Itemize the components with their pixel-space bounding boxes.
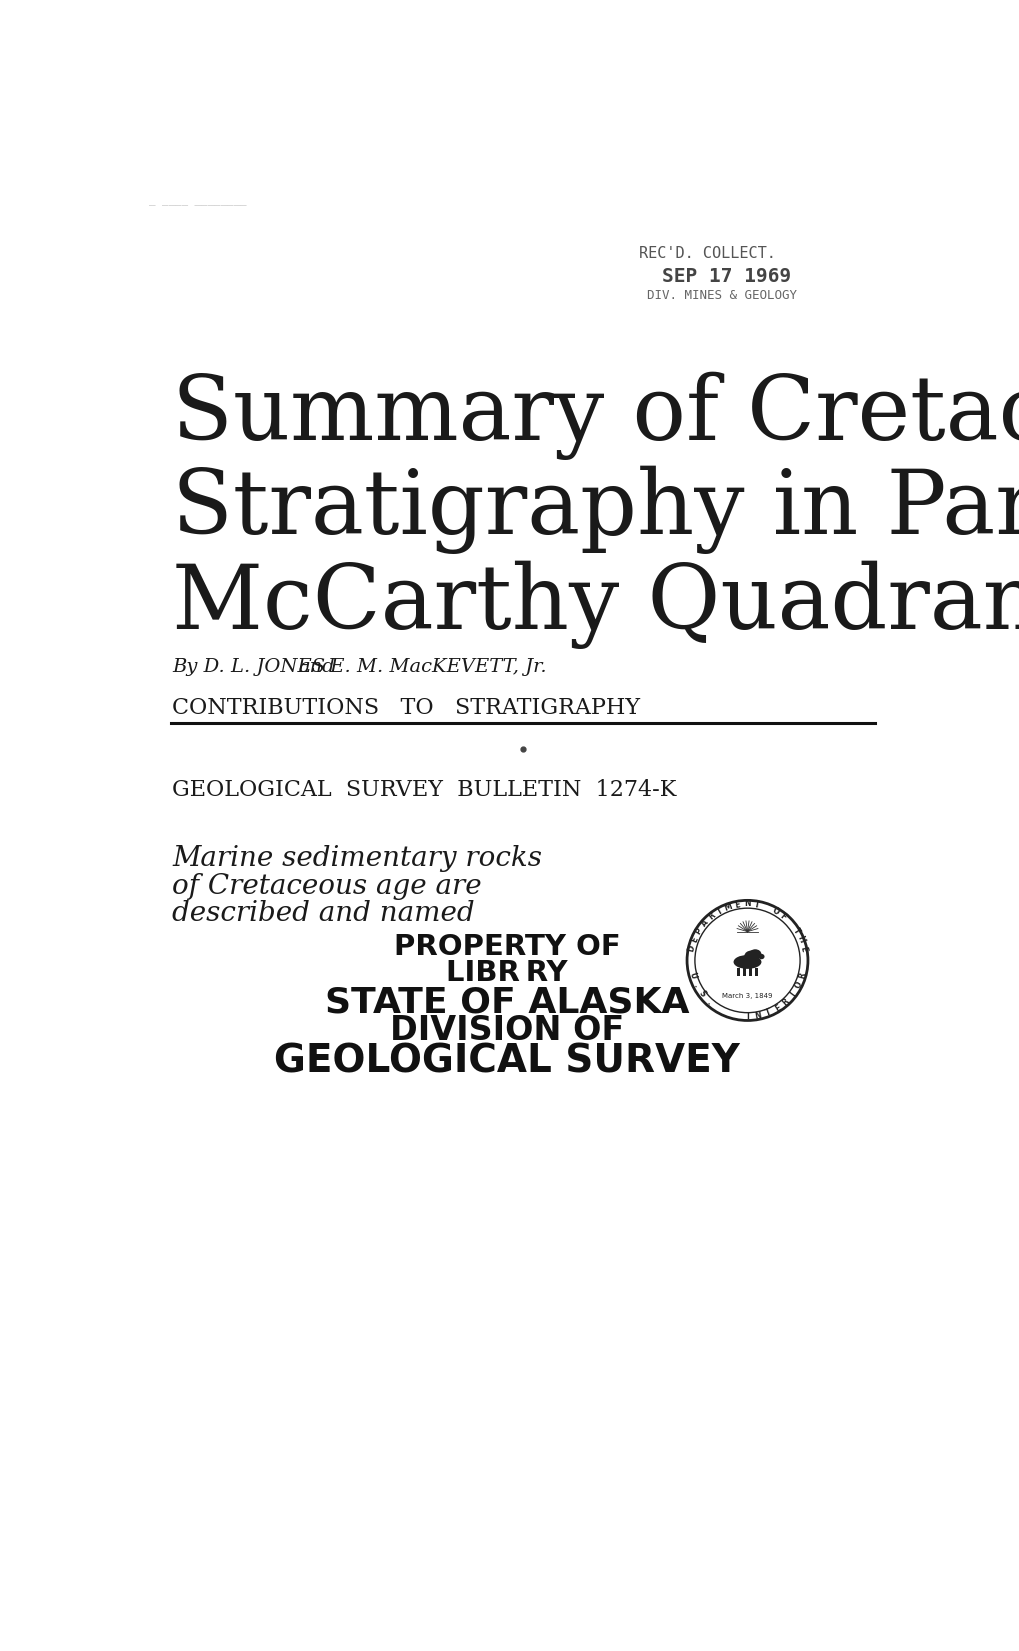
Text: PROPERTY OF: PROPERTY OF: [393, 933, 620, 961]
Text: By D. L. JONES: By D. L. JONES: [172, 657, 331, 675]
Text: T: T: [790, 926, 800, 936]
Text: I: I: [788, 991, 797, 997]
Text: T: T: [714, 906, 723, 916]
Text: Stratigraphy in Part of the: Stratigraphy in Part of the: [172, 466, 1019, 555]
Text: R: R: [797, 971, 807, 979]
Text: E: E: [689, 936, 699, 944]
Text: Marine sedimentary rocks: Marine sedimentary rocks: [172, 845, 542, 872]
Text: T: T: [763, 1007, 771, 1019]
Text: March 3, 1849: March 3, 1849: [721, 994, 772, 999]
Text: ▬: ▬: [743, 954, 751, 963]
Text: LIBR RY: LIBR RY: [446, 959, 568, 987]
Bar: [736, 967, 739, 976]
Text: I: I: [745, 1012, 748, 1022]
Bar: [748, 967, 751, 976]
Ellipse shape: [733, 954, 761, 969]
Text: N: N: [753, 1010, 761, 1020]
Text: T: T: [753, 900, 760, 910]
Text: E. M. MacKEVETT, Jr.: E. M. MacKEVETT, Jr.: [324, 657, 546, 675]
Text: M: M: [722, 901, 733, 913]
Text: E: E: [772, 1004, 782, 1014]
Text: ——  ————————  ————————————————: —— ———————— ————————————————: [149, 203, 247, 208]
Text: described and named: described and named: [172, 900, 475, 928]
Text: R: R: [706, 911, 716, 921]
Text: H: H: [794, 934, 805, 944]
Text: S: S: [696, 989, 706, 999]
Text: GEOLOGICAL SURVEY: GEOLOGICAL SURVEY: [274, 1042, 740, 1080]
Text: .: .: [704, 997, 712, 1005]
Text: R: R: [781, 997, 791, 1007]
Text: McCarthy Quadrangle, Alaska: McCarthy Quadrangle, Alaska: [172, 561, 1019, 649]
Bar: [754, 967, 757, 976]
Text: U: U: [687, 971, 697, 979]
Text: STATE OF ALASKA: STATE OF ALASKA: [325, 986, 689, 1019]
Text: F: F: [777, 911, 788, 921]
Text: .: .: [691, 982, 700, 989]
Text: DIV. MINES & GEOLOGY: DIV. MINES & GEOLOGY: [646, 289, 796, 302]
Text: P: P: [693, 926, 704, 936]
Text: and: and: [298, 657, 334, 675]
Text: D: D: [686, 944, 696, 953]
Text: E: E: [734, 900, 741, 910]
Text: GEOLOGICAL  SURVEY  BULLETIN  1274-K: GEOLOGICAL SURVEY BULLETIN 1274-K: [172, 779, 677, 801]
Text: O: O: [793, 981, 803, 991]
Text: SEP 17 1969: SEP 17 1969: [661, 267, 791, 286]
Text: DIVISION OF: DIVISION OF: [389, 1014, 624, 1047]
Text: E: E: [797, 944, 807, 953]
Text: CONTRIBUTIONS   TO   STRATIGRAPHY: CONTRIBUTIONS TO STRATIGRAPHY: [172, 697, 640, 720]
Text: A: A: [699, 918, 709, 928]
Text: of Cretaceous age are: of Cretaceous age are: [172, 873, 482, 900]
Bar: [742, 967, 745, 976]
Text: N: N: [744, 900, 750, 908]
Text: REC'D. COLLECT.: REC'D. COLLECT.: [638, 246, 775, 261]
Text: Summary of Cretaceous: Summary of Cretaceous: [172, 371, 1019, 459]
Text: O: O: [769, 906, 780, 916]
Ellipse shape: [744, 951, 759, 961]
Ellipse shape: [757, 954, 764, 959]
Ellipse shape: [748, 949, 761, 959]
